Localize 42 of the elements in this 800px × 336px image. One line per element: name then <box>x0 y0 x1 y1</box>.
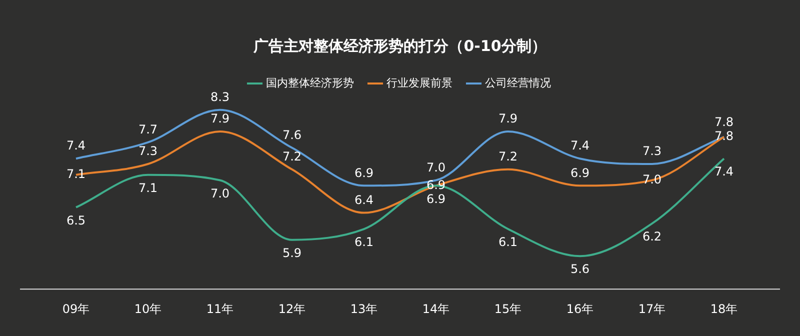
x-tick-label: 18年 <box>710 302 738 316</box>
x-tick-label: 10年 <box>134 302 162 316</box>
data-label: 6.9 <box>426 192 446 206</box>
legend-label: 行业发展前景 <box>386 76 452 90</box>
data-label: 7.3 <box>138 144 158 158</box>
data-label: 5.6 <box>570 262 590 276</box>
data-label: 7.3 <box>642 144 662 158</box>
x-tick-label: 09年 <box>62 302 90 316</box>
x-tick-label: 11年 <box>206 302 234 316</box>
legend-label: 公司经营情况 <box>484 76 551 90</box>
data-label: 7.6 <box>282 128 302 142</box>
x-tick-label: 12年 <box>278 302 306 316</box>
data-label: 7.7 <box>138 122 158 136</box>
data-label: 6.1 <box>498 235 518 250</box>
data-label: 7.2 <box>498 150 518 164</box>
x-tick-label: 16年 <box>566 302 594 316</box>
x-tick-label: 15年 <box>494 302 522 316</box>
data-label: 5.9 <box>282 246 302 260</box>
data-label: 7.2 <box>282 150 302 164</box>
data-label: 7.1 <box>138 180 158 195</box>
data-label: 6.9 <box>354 166 374 180</box>
data-label: 7.9 <box>210 112 230 126</box>
data-label: 6.5 <box>66 213 86 228</box>
data-label: 7.4 <box>570 138 590 153</box>
data-label: 7.4 <box>714 164 734 179</box>
legend-label: 国内整体经济形势 <box>266 76 354 90</box>
data-label: 6.1 <box>354 235 374 250</box>
data-label: 7.0 <box>210 186 230 200</box>
chart-title: 广告主对整体经济形势的打分（0-10分制） <box>252 36 546 55</box>
data-label: 6.9 <box>570 166 590 180</box>
data-label: 7.8 <box>714 115 734 130</box>
x-tick-label: 13年 <box>350 302 378 316</box>
data-label: 6.2 <box>642 230 662 244</box>
data-label: 7.0 <box>426 160 446 174</box>
data-label: 7.1 <box>66 166 86 181</box>
data-label: 8.3 <box>210 90 230 104</box>
data-label: 7.9 <box>498 112 518 126</box>
x-tick-label: 17年 <box>638 302 666 316</box>
x-tick-label: 14年 <box>422 302 450 316</box>
data-label: 7.8 <box>714 129 734 144</box>
data-label: 6.4 <box>354 192 374 207</box>
data-label: 7.4 <box>66 138 86 153</box>
